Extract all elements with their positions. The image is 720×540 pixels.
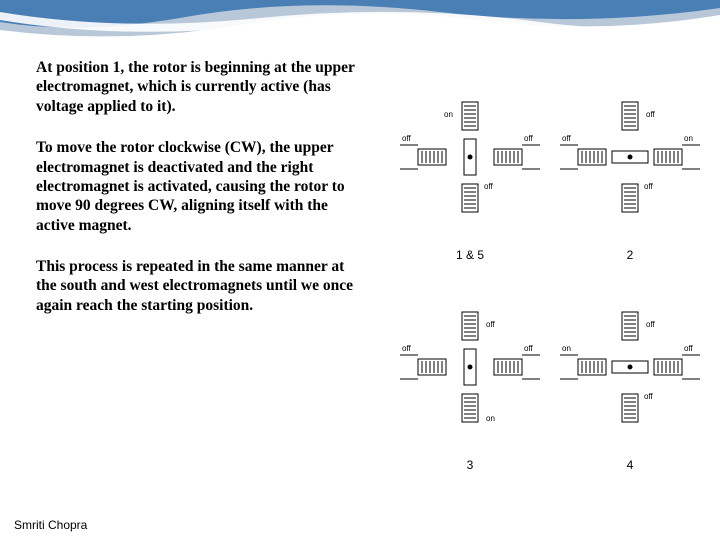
paragraph-2: To move the rotor clockwise (CW), the up… — [36, 138, 366, 235]
d4-bottom-label: off — [644, 392, 653, 401]
d2-bottom-label: off — [644, 182, 653, 191]
d4-left-label: on — [562, 344, 571, 353]
diagram-position-2: off off on off 2 — [560, 92, 700, 262]
d2-right-label: on — [684, 134, 693, 143]
d4-top-label: off — [646, 320, 655, 329]
d1-left-label: off — [402, 134, 411, 143]
diagram-position-1: on off off off 1 & 5 — [400, 92, 540, 262]
diagram-2-label: 2 — [560, 248, 700, 262]
d4-right-label: off — [684, 344, 693, 353]
diagram-position-4: off on off off 4 — [560, 302, 700, 472]
d3-bottom-label: on — [486, 414, 495, 423]
d1-top-label: on — [444, 110, 453, 119]
d1-right-label: off — [524, 134, 533, 143]
stepper-motor-diagrams: on off off off 1 & 5 — [400, 92, 700, 492]
diagram-1-label: 1 & 5 — [400, 248, 540, 262]
d1-bottom-label: off — [484, 182, 493, 191]
d3-top-label: off — [486, 320, 495, 329]
paragraph-3: This process is repeated in the same man… — [36, 257, 366, 315]
d2-left-label: off — [562, 134, 571, 143]
d2-top-label: off — [646, 110, 655, 119]
diagram-position-3: off off off on 3 — [400, 302, 540, 472]
diagram-4-label: 4 — [560, 458, 700, 472]
d3-left-label: off — [402, 344, 411, 353]
author-footer: Smriti Chopra — [14, 518, 87, 532]
diagram-3-label: 3 — [400, 458, 540, 472]
d3-right-label: off — [524, 344, 533, 353]
paragraph-1: At position 1, the rotor is beginning at… — [36, 58, 366, 116]
